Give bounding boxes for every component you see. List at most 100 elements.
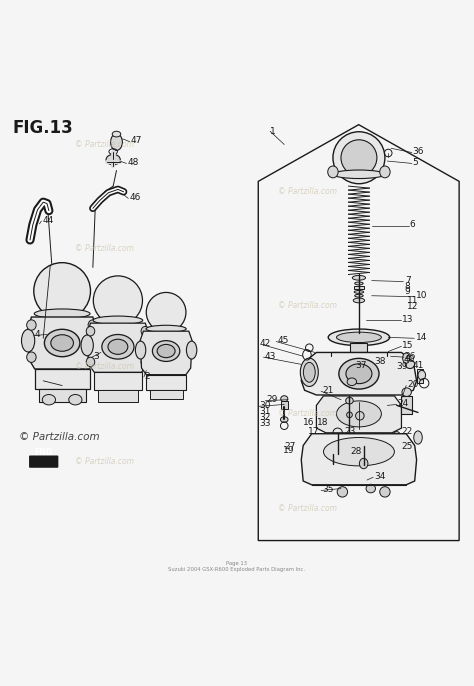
Ellipse shape xyxy=(339,358,379,389)
Text: 32: 32 xyxy=(260,413,271,422)
Ellipse shape xyxy=(402,388,411,397)
Ellipse shape xyxy=(359,458,368,469)
Ellipse shape xyxy=(414,431,422,444)
Bar xyxy=(401,396,412,414)
Text: 45: 45 xyxy=(277,336,289,345)
Bar xyxy=(98,390,138,402)
Text: 48: 48 xyxy=(128,158,139,167)
Ellipse shape xyxy=(301,358,318,386)
Text: 21: 21 xyxy=(322,386,333,394)
Ellipse shape xyxy=(136,341,146,359)
Ellipse shape xyxy=(353,298,365,303)
Text: 6: 6 xyxy=(410,220,415,229)
Ellipse shape xyxy=(418,370,426,380)
Ellipse shape xyxy=(21,329,35,352)
Text: 37: 37 xyxy=(355,362,367,370)
Text: 11: 11 xyxy=(407,296,419,305)
Text: 3: 3 xyxy=(93,352,99,361)
Polygon shape xyxy=(87,323,149,372)
Ellipse shape xyxy=(354,291,364,294)
Text: Page 13
Suzuki 2004 GSX-R600 Exploded Parts Diagram Inc.: Page 13 Suzuki 2004 GSX-R600 Exploded Pa… xyxy=(168,561,306,572)
Ellipse shape xyxy=(303,362,315,382)
Text: FIG.13: FIG.13 xyxy=(12,119,73,137)
Text: FND: FND xyxy=(35,448,53,457)
Bar xyxy=(94,372,142,390)
Ellipse shape xyxy=(356,412,364,420)
Ellipse shape xyxy=(27,320,36,330)
Ellipse shape xyxy=(112,131,121,137)
Text: 15: 15 xyxy=(402,341,414,350)
Text: 23: 23 xyxy=(345,427,356,436)
Text: 44: 44 xyxy=(42,215,54,224)
Text: © Partzilla.com: © Partzilla.com xyxy=(75,362,134,371)
Text: 41: 41 xyxy=(413,362,424,370)
Ellipse shape xyxy=(337,332,382,342)
Ellipse shape xyxy=(337,401,382,427)
Ellipse shape xyxy=(153,341,180,362)
Circle shape xyxy=(146,292,186,332)
Text: 17: 17 xyxy=(308,427,319,436)
Text: 4: 4 xyxy=(35,330,40,339)
Text: 39: 39 xyxy=(397,362,408,371)
Ellipse shape xyxy=(42,394,55,405)
Bar xyxy=(150,390,182,399)
Text: 25: 25 xyxy=(401,442,413,451)
Ellipse shape xyxy=(69,394,82,405)
Ellipse shape xyxy=(141,327,150,336)
Ellipse shape xyxy=(86,357,95,366)
Text: © Partzilla.com: © Partzilla.com xyxy=(278,410,337,418)
Text: 42: 42 xyxy=(260,340,271,348)
Ellipse shape xyxy=(328,166,338,178)
Text: 14: 14 xyxy=(416,333,427,342)
Bar xyxy=(350,343,367,356)
Text: © Partzilla.com: © Partzilla.com xyxy=(278,187,337,196)
Text: 18: 18 xyxy=(318,418,329,427)
Polygon shape xyxy=(140,331,192,375)
Text: 27: 27 xyxy=(284,442,296,451)
Ellipse shape xyxy=(346,364,372,383)
Ellipse shape xyxy=(34,309,90,318)
Text: 30: 30 xyxy=(260,401,271,410)
Text: 1: 1 xyxy=(270,127,276,136)
Text: 43: 43 xyxy=(264,352,276,361)
Ellipse shape xyxy=(333,170,385,178)
Ellipse shape xyxy=(81,335,93,356)
Bar xyxy=(354,286,364,289)
Bar xyxy=(38,389,86,402)
Ellipse shape xyxy=(281,416,288,423)
Text: 31: 31 xyxy=(260,407,271,416)
Polygon shape xyxy=(258,125,459,541)
Ellipse shape xyxy=(88,320,98,330)
Text: 29: 29 xyxy=(266,395,278,404)
Text: 28: 28 xyxy=(350,447,362,456)
Ellipse shape xyxy=(346,397,353,404)
Ellipse shape xyxy=(346,412,352,418)
Text: © Partzilla.com: © Partzilla.com xyxy=(75,140,134,149)
FancyBboxPatch shape xyxy=(29,456,58,468)
Text: 40: 40 xyxy=(403,355,415,364)
Ellipse shape xyxy=(355,282,363,285)
Text: 13: 13 xyxy=(402,315,414,324)
Text: 36: 36 xyxy=(412,147,423,156)
Ellipse shape xyxy=(347,378,356,386)
Ellipse shape xyxy=(157,344,175,357)
Ellipse shape xyxy=(323,438,394,466)
Bar xyxy=(417,369,423,383)
Ellipse shape xyxy=(402,353,410,364)
Polygon shape xyxy=(28,317,96,369)
Ellipse shape xyxy=(106,154,120,165)
Ellipse shape xyxy=(355,294,363,297)
Ellipse shape xyxy=(110,134,122,150)
Ellipse shape xyxy=(186,341,197,359)
Circle shape xyxy=(93,276,143,325)
Text: 22: 22 xyxy=(401,427,413,436)
Text: 16: 16 xyxy=(303,418,315,427)
Bar xyxy=(282,401,288,409)
Text: 46: 46 xyxy=(129,193,141,202)
Polygon shape xyxy=(301,434,417,485)
Text: 47: 47 xyxy=(131,137,142,145)
Ellipse shape xyxy=(380,166,390,178)
Bar xyxy=(35,369,90,389)
Text: 35: 35 xyxy=(322,485,334,494)
Ellipse shape xyxy=(380,486,390,497)
